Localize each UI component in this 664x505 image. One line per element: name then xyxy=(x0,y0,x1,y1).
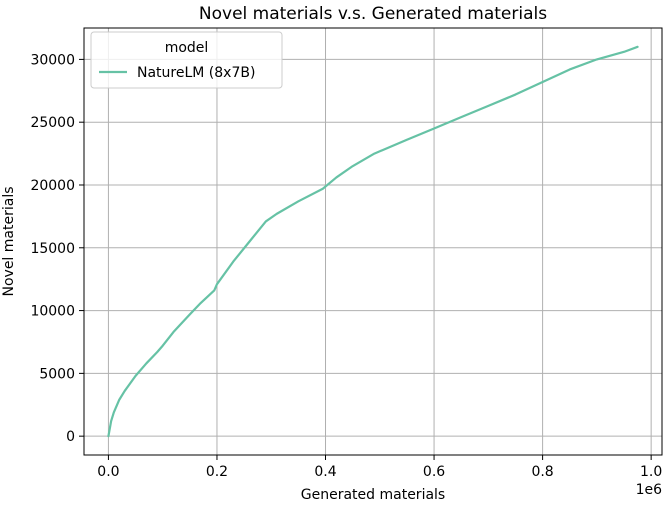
y-tick-label: 25000 xyxy=(30,115,75,131)
y-axis-label: Novel materials xyxy=(1,186,17,296)
y-tick-label: 20000 xyxy=(30,178,75,194)
legend-label-naturelm-8x7b: NatureLM (8x7B) xyxy=(137,65,255,81)
y-tick-label: 5000 xyxy=(39,366,75,382)
legend-title: model xyxy=(165,40,209,56)
series-line-0 xyxy=(107,45,639,438)
chart-title: Novel materials v.s. Generated materials xyxy=(199,4,547,24)
y-tick-label: 30000 xyxy=(30,52,75,68)
x-axis-offset-label: 1e6 xyxy=(636,482,663,498)
y-tick-label: 15000 xyxy=(30,241,75,257)
plot-frame xyxy=(83,27,663,456)
x-tick-label: 1.0 xyxy=(640,464,662,480)
x-tick-label: 0.8 xyxy=(531,464,553,480)
y-tick-label: 0 xyxy=(66,429,75,445)
data-lines xyxy=(107,45,639,438)
x-axis-label: Generated materials xyxy=(301,487,445,503)
ticks: 0.0 0.2 0.4 0.6 0.8 1.0 0 5000 10000 15000 20000 25… xyxy=(30,52,662,480)
x-tick-label: 0.6 xyxy=(423,464,445,480)
legend: model NatureLM (8x7B) xyxy=(90,31,283,89)
y-tick-label: 10000 xyxy=(30,304,75,320)
x-tick-label: 0.4 xyxy=(314,464,336,480)
legend-box xyxy=(90,31,283,89)
x-tick-label: 0.0 xyxy=(97,464,119,480)
grid xyxy=(84,28,662,455)
x-tick-label: 0.2 xyxy=(206,464,228,480)
